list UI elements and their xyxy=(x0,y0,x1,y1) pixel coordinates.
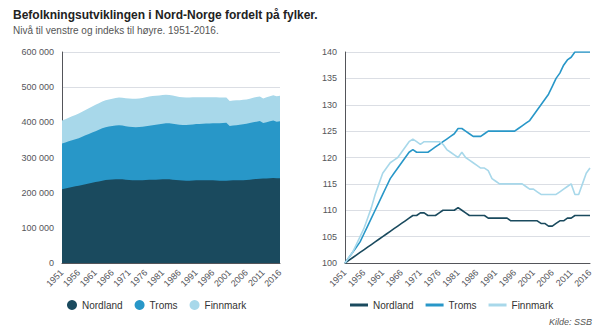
svg-text:125: 125 xyxy=(322,126,337,136)
svg-text:600 000: 600 000 xyxy=(21,47,54,57)
svg-text:1961: 1961 xyxy=(78,267,99,288)
svg-text:Befolkningsutviklingen i Nord-: Befolkningsutviklingen i Nord-Norge ford… xyxy=(13,8,318,22)
svg-text:2016: 2016 xyxy=(572,267,593,288)
svg-text:2006: 2006 xyxy=(229,267,250,288)
svg-text:1976: 1976 xyxy=(128,267,149,288)
svg-text:1996: 1996 xyxy=(497,267,518,288)
svg-text:1951: 1951 xyxy=(327,267,348,288)
svg-text:1981: 1981 xyxy=(440,267,461,288)
svg-text:1961: 1961 xyxy=(365,267,386,288)
svg-text:400 000: 400 000 xyxy=(21,117,54,127)
svg-text:100: 100 xyxy=(322,258,337,268)
svg-text:Finnmark: Finnmark xyxy=(512,300,555,311)
svg-text:1976: 1976 xyxy=(422,267,443,288)
svg-text:1981: 1981 xyxy=(145,267,166,288)
svg-text:100 000: 100 000 xyxy=(21,223,54,233)
svg-text:1966: 1966 xyxy=(384,267,405,288)
svg-text:1986: 1986 xyxy=(162,267,183,288)
svg-text:140: 140 xyxy=(322,47,337,57)
svg-text:120: 120 xyxy=(322,153,337,163)
svg-text:200 000: 200 000 xyxy=(21,188,54,198)
svg-text:1971: 1971 xyxy=(403,267,424,288)
svg-text:1991: 1991 xyxy=(478,267,499,288)
svg-text:110: 110 xyxy=(323,205,337,215)
svg-text:115: 115 xyxy=(323,179,337,189)
svg-text:1971: 1971 xyxy=(111,267,132,288)
svg-text:1986: 1986 xyxy=(459,267,480,288)
svg-text:500 000: 500 000 xyxy=(21,82,54,92)
svg-text:Finnmark: Finnmark xyxy=(205,300,248,311)
svg-text:2016: 2016 xyxy=(262,267,283,288)
svg-text:Nordland: Nordland xyxy=(373,300,414,311)
svg-text:1956: 1956 xyxy=(346,267,367,288)
svg-text:2001: 2001 xyxy=(212,267,233,288)
svg-text:2001: 2001 xyxy=(516,267,537,288)
svg-text:Nordland: Nordland xyxy=(82,300,123,311)
svg-text:Nivå til venstre og indeks til: Nivå til venstre og indeks til høyre. 19… xyxy=(13,25,219,36)
svg-text:1956: 1956 xyxy=(61,267,82,288)
svg-text:Troms: Troms xyxy=(150,300,178,311)
svg-text:Troms: Troms xyxy=(449,300,477,311)
svg-text:2006: 2006 xyxy=(535,267,556,288)
svg-text:300 000: 300 000 xyxy=(21,153,54,163)
svg-text:2011: 2011 xyxy=(554,267,575,288)
svg-text:1996: 1996 xyxy=(195,267,216,288)
svg-text:1991: 1991 xyxy=(178,267,199,288)
svg-text:130: 130 xyxy=(322,100,337,110)
svg-text:105: 105 xyxy=(322,232,337,242)
svg-text:135: 135 xyxy=(322,73,337,83)
svg-text:1966: 1966 xyxy=(95,267,116,288)
svg-text:0: 0 xyxy=(49,258,54,268)
svg-text:Kilde: SSB: Kilde: SSB xyxy=(549,317,592,327)
svg-text:1951: 1951 xyxy=(44,267,65,288)
svg-text:2011: 2011 xyxy=(246,267,267,288)
